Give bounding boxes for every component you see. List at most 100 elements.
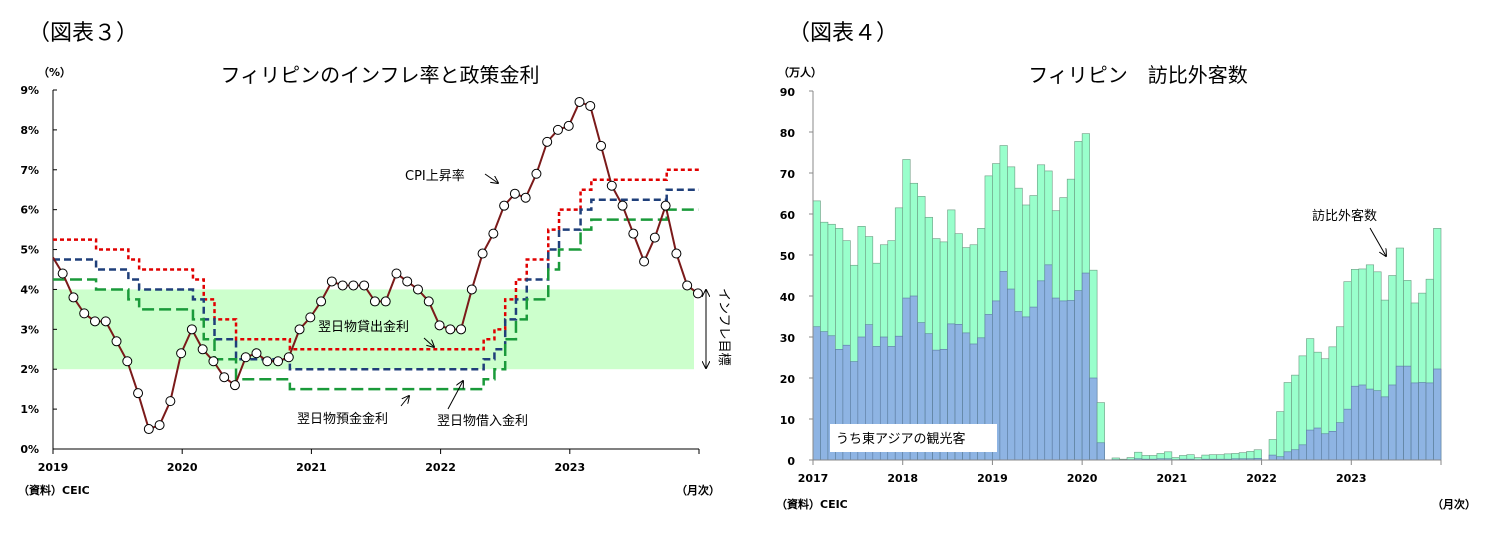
cpi-point bbox=[509, 188, 520, 199]
bar-east-asia bbox=[1365, 388, 1375, 461]
arrow-cpi bbox=[484, 173, 498, 183]
arrow-deposit bbox=[400, 396, 409, 407]
legend-label-east-asia: うち東アジアの観光客 bbox=[836, 431, 965, 447]
y-tick-label: 70 bbox=[780, 168, 796, 181]
cpi-point bbox=[531, 168, 542, 179]
cpi-point bbox=[477, 248, 488, 259]
cpi-point bbox=[499, 200, 510, 211]
bar-east-asia bbox=[1283, 451, 1292, 461]
cpi-point bbox=[617, 200, 628, 211]
x-axis-unit-2: （月次） bbox=[1432, 497, 1476, 511]
figure-label-4: （図表４） bbox=[788, 21, 898, 46]
cpi-point bbox=[251, 348, 262, 359]
y-tick-label: 40 bbox=[780, 291, 796, 304]
x-tick-label: 2021 bbox=[1157, 472, 1188, 485]
cpi-point bbox=[68, 292, 79, 303]
bar-east-asia bbox=[1029, 306, 1038, 461]
cpi-point bbox=[262, 356, 273, 367]
y-axis-unit-2: （万人） bbox=[778, 65, 822, 79]
series-line-2 bbox=[53, 188, 699, 371]
cpi-point bbox=[79, 308, 90, 319]
cpi-point bbox=[552, 124, 563, 135]
x-tick-label: 2019 bbox=[38, 461, 69, 474]
cpi-point bbox=[606, 180, 617, 191]
bar-east-asia bbox=[1395, 365, 1404, 461]
x-axis-unit-1: （月次） bbox=[676, 483, 720, 497]
bar-east-asia bbox=[1306, 429, 1315, 461]
arrow-borrowing bbox=[447, 381, 463, 410]
label-total-visitors: 訪比外客数 bbox=[1312, 208, 1377, 224]
cpi-point bbox=[305, 312, 316, 323]
label-deposit: 翌日物預金金利 bbox=[297, 411, 388, 427]
cpi-point bbox=[100, 316, 111, 327]
cpi-point bbox=[585, 100, 596, 111]
bar-east-asia bbox=[820, 331, 829, 461]
bar-east-asia bbox=[1036, 280, 1046, 461]
cpi-point bbox=[639, 256, 650, 267]
cpi-point bbox=[445, 324, 456, 335]
cpi-point bbox=[488, 228, 499, 239]
y-tick-label: 50 bbox=[780, 250, 796, 263]
cpi-point bbox=[682, 280, 693, 291]
chart-title-2: フィリピン 訪比外客数 bbox=[1028, 63, 1248, 87]
bar-east-asia bbox=[1313, 427, 1322, 461]
bar-total bbox=[1276, 411, 1285, 461]
y-tick-label: 7% bbox=[20, 164, 39, 177]
y-tick-label: 3% bbox=[20, 323, 39, 336]
cpi-line bbox=[52, 100, 699, 431]
figure-label-3: （図表３） bbox=[28, 21, 138, 46]
bar-east-asia bbox=[1373, 390, 1382, 461]
cpi-point bbox=[649, 232, 660, 243]
bar-east-asia bbox=[1321, 433, 1330, 461]
x-tick-label: 2018 bbox=[887, 472, 918, 485]
cpi-point bbox=[628, 228, 639, 239]
bar-east-asia bbox=[1268, 454, 1277, 461]
bar-east-asia bbox=[1044, 264, 1053, 461]
cpi-point bbox=[412, 284, 423, 295]
cpi-point bbox=[186, 324, 197, 335]
cpi-point bbox=[359, 280, 370, 291]
bar-east-asia bbox=[1336, 422, 1345, 461]
label-borrowing: 翌日物借入金利 bbox=[437, 413, 528, 429]
cpi-point bbox=[294, 324, 305, 335]
bar-east-asia bbox=[1066, 300, 1075, 461]
y-tick-label: 1% bbox=[20, 403, 39, 416]
label-cpi: CPI上昇率 bbox=[405, 168, 465, 184]
y-tick-label: 2% bbox=[20, 363, 39, 376]
bar-east-asia bbox=[1074, 290, 1083, 461]
bar-east-asia bbox=[1328, 430, 1337, 461]
x-tick-label: 2022 bbox=[425, 461, 456, 474]
cpi-point bbox=[240, 352, 251, 363]
cpi-point bbox=[57, 268, 68, 279]
cpi-point bbox=[143, 424, 154, 435]
series-line-3 bbox=[53, 208, 699, 391]
cpi-point bbox=[273, 356, 284, 367]
y-tick-label: 9% bbox=[20, 84, 39, 97]
y-tick-label: 5% bbox=[20, 244, 39, 257]
cpi-point bbox=[154, 420, 165, 431]
bar-east-asia bbox=[1081, 272, 1090, 461]
bar-east-asia bbox=[1298, 444, 1307, 461]
cpi-point bbox=[596, 140, 607, 151]
bar-total bbox=[1291, 374, 1300, 461]
cpi-point bbox=[434, 320, 445, 331]
cpi-point bbox=[165, 396, 176, 407]
bar-east-asia bbox=[1388, 384, 1397, 461]
y-tick-label: 0% bbox=[20, 443, 39, 456]
bar-east-asia bbox=[1022, 316, 1031, 461]
y-tick-label: 10 bbox=[780, 414, 796, 427]
cpi-point bbox=[316, 296, 327, 307]
bar-east-asia bbox=[1410, 382, 1419, 461]
x-tick-label: 2020 bbox=[1067, 472, 1098, 485]
cpi-point bbox=[456, 324, 467, 335]
cpi-point bbox=[520, 192, 531, 203]
x-tick-label: 2017 bbox=[798, 472, 829, 485]
cpi-point bbox=[380, 296, 391, 307]
arrow-lending bbox=[423, 337, 434, 347]
y-axis-unit-1: （%） bbox=[38, 66, 71, 79]
cpi-point bbox=[337, 280, 348, 291]
cpi-point bbox=[574, 96, 585, 107]
cpi-point bbox=[423, 296, 434, 307]
x-tick-label: 2019 bbox=[977, 472, 1008, 485]
cpi-point bbox=[563, 120, 574, 131]
